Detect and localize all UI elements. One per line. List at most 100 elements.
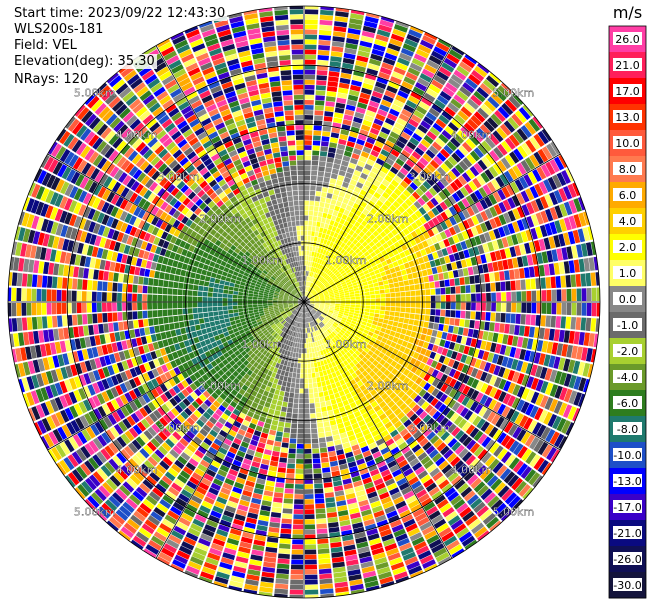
range-gate bbox=[500, 434, 511, 447]
range-gate bbox=[385, 388, 394, 396]
range-gate bbox=[394, 265, 401, 272]
range-gate bbox=[414, 236, 422, 244]
range-gate bbox=[308, 305, 313, 309]
range-gate bbox=[295, 469, 304, 474]
range-gate bbox=[350, 13, 364, 21]
range-gate bbox=[390, 166, 399, 175]
range-gate bbox=[402, 385, 410, 394]
range-gate bbox=[345, 299, 351, 302]
range-gate bbox=[311, 160, 319, 166]
range-gate bbox=[306, 307, 309, 312]
range-gate bbox=[485, 341, 492, 352]
range-gate bbox=[331, 215, 337, 221]
range-gate bbox=[318, 329, 322, 335]
range-gate bbox=[317, 60, 329, 66]
range-gate bbox=[548, 328, 555, 341]
range-gate bbox=[339, 379, 346, 386]
range-gate bbox=[287, 458, 296, 464]
range-gate bbox=[466, 302, 471, 311]
range-gate bbox=[304, 383, 309, 389]
range-gate bbox=[311, 438, 319, 444]
range-gate bbox=[432, 344, 439, 353]
range-gate bbox=[310, 288, 314, 293]
range-gate bbox=[304, 564, 318, 570]
range-gate bbox=[465, 355, 473, 365]
range-gate bbox=[344, 310, 350, 314]
range-gate bbox=[275, 436, 283, 442]
range-gate bbox=[350, 299, 356, 302]
range-gate bbox=[442, 86, 455, 97]
range-gate bbox=[313, 262, 317, 268]
range-gate bbox=[453, 391, 462, 401]
range-gate bbox=[499, 468, 512, 481]
range-gate bbox=[466, 206, 475, 217]
range-gate bbox=[461, 172, 472, 183]
range-gate bbox=[424, 32, 438, 41]
range-gate bbox=[382, 242, 389, 250]
range-gate bbox=[422, 153, 432, 163]
range-gate bbox=[411, 444, 422, 453]
range-gate bbox=[263, 556, 277, 563]
range-gate bbox=[536, 252, 544, 264]
range-gate bbox=[496, 355, 504, 366]
range-gate bbox=[404, 312, 410, 319]
range-gate bbox=[379, 413, 387, 421]
range-gate bbox=[435, 137, 446, 148]
range-gate bbox=[518, 106, 531, 120]
range-gate bbox=[392, 261, 399, 267]
range-gate bbox=[573, 214, 582, 228]
range-gate bbox=[357, 160, 366, 168]
range-gate bbox=[348, 211, 355, 219]
range-gate bbox=[438, 66, 452, 77]
range-gate bbox=[447, 515, 461, 526]
range-gate bbox=[304, 378, 308, 384]
range-gate bbox=[332, 355, 337, 361]
range-gate bbox=[304, 291, 306, 296]
range-gate bbox=[545, 382, 554, 396]
range-gate bbox=[306, 256, 309, 261]
range-gate bbox=[408, 195, 417, 204]
range-gate bbox=[355, 296, 361, 300]
range-gate bbox=[549, 398, 559, 412]
range-gate bbox=[480, 103, 493, 116]
range-gate bbox=[359, 92, 371, 100]
range-gate bbox=[466, 376, 475, 387]
range-gate bbox=[394, 363, 402, 371]
range-gate bbox=[519, 349, 527, 361]
range-gate bbox=[427, 219, 436, 228]
range-gate bbox=[387, 183, 396, 192]
range-gate bbox=[499, 271, 505, 281]
range-gate bbox=[212, 330, 219, 337]
range-gate bbox=[331, 237, 337, 243]
range-gate bbox=[321, 320, 326, 325]
range-gate bbox=[501, 488, 514, 502]
range-gate bbox=[544, 397, 554, 410]
range-gate bbox=[487, 96, 500, 109]
range-gate bbox=[369, 312, 375, 317]
range-gate bbox=[544, 223, 553, 236]
range-gate bbox=[218, 333, 225, 339]
range-gate bbox=[359, 344, 366, 350]
range-gate bbox=[206, 327, 212, 334]
range-gate bbox=[307, 306, 312, 311]
range-gate bbox=[477, 433, 488, 445]
range-gate bbox=[536, 424, 547, 438]
range-gate bbox=[435, 362, 443, 371]
range-gate bbox=[335, 397, 342, 404]
range-gate bbox=[304, 84, 315, 90]
range-gate bbox=[324, 262, 329, 268]
range-gate bbox=[313, 273, 317, 278]
range-gate bbox=[366, 175, 375, 184]
range-gate bbox=[353, 148, 362, 156]
range-gate bbox=[417, 143, 428, 153]
range-gate bbox=[418, 277, 424, 284]
range-gate bbox=[328, 320, 334, 325]
range-gate bbox=[458, 448, 469, 459]
range-gate bbox=[559, 218, 567, 232]
range-gate bbox=[504, 454, 516, 467]
range-gate bbox=[359, 40, 373, 48]
range-gate bbox=[506, 357, 514, 369]
range-gate bbox=[331, 46, 344, 53]
range-gate bbox=[319, 156, 327, 162]
